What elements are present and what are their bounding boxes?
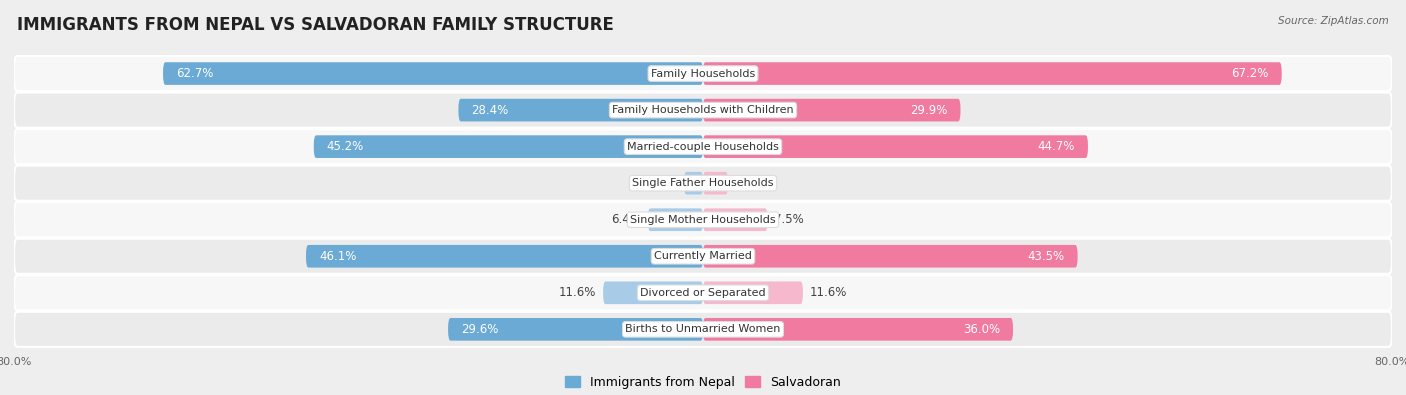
FancyBboxPatch shape: [603, 282, 703, 304]
FancyBboxPatch shape: [703, 318, 1012, 340]
FancyBboxPatch shape: [314, 135, 703, 158]
FancyBboxPatch shape: [648, 209, 703, 231]
FancyBboxPatch shape: [685, 172, 703, 194]
Text: 44.7%: 44.7%: [1038, 140, 1076, 153]
Legend: Immigrants from Nepal, Salvadoran: Immigrants from Nepal, Salvadoran: [560, 371, 846, 394]
Text: Family Households with Children: Family Households with Children: [612, 105, 794, 115]
FancyBboxPatch shape: [703, 245, 1077, 267]
FancyBboxPatch shape: [307, 245, 703, 267]
Text: 46.1%: 46.1%: [319, 250, 356, 263]
FancyBboxPatch shape: [14, 166, 1392, 201]
Text: Family Households: Family Households: [651, 69, 755, 79]
Text: IMMIGRANTS FROM NEPAL VS SALVADORAN FAMILY STRUCTURE: IMMIGRANTS FROM NEPAL VS SALVADORAN FAMI…: [17, 16, 614, 34]
Text: 29.6%: 29.6%: [461, 323, 498, 336]
Text: Single Mother Households: Single Mother Households: [630, 215, 776, 225]
FancyBboxPatch shape: [14, 202, 1392, 237]
Text: 11.6%: 11.6%: [558, 286, 596, 299]
Text: 2.9%: 2.9%: [735, 177, 765, 190]
Text: Married-couple Households: Married-couple Households: [627, 142, 779, 152]
Text: 2.2%: 2.2%: [647, 177, 678, 190]
Text: 36.0%: 36.0%: [963, 323, 1000, 336]
FancyBboxPatch shape: [14, 275, 1392, 310]
Text: 62.7%: 62.7%: [176, 67, 214, 80]
Text: Births to Unmarried Women: Births to Unmarried Women: [626, 324, 780, 334]
FancyBboxPatch shape: [14, 56, 1392, 91]
Text: 7.5%: 7.5%: [775, 213, 804, 226]
Text: Single Father Households: Single Father Households: [633, 178, 773, 188]
Text: Currently Married: Currently Married: [654, 251, 752, 261]
Text: 43.5%: 43.5%: [1028, 250, 1064, 263]
FancyBboxPatch shape: [14, 312, 1392, 347]
Text: 29.9%: 29.9%: [910, 103, 948, 117]
FancyBboxPatch shape: [703, 172, 728, 194]
Text: 28.4%: 28.4%: [471, 103, 509, 117]
FancyBboxPatch shape: [163, 62, 703, 85]
Text: 45.2%: 45.2%: [326, 140, 364, 153]
FancyBboxPatch shape: [703, 62, 1282, 85]
FancyBboxPatch shape: [449, 318, 703, 340]
FancyBboxPatch shape: [14, 129, 1392, 164]
Text: 11.6%: 11.6%: [810, 286, 848, 299]
Text: 67.2%: 67.2%: [1232, 67, 1268, 80]
Text: Divorced or Separated: Divorced or Separated: [640, 288, 766, 298]
Text: Source: ZipAtlas.com: Source: ZipAtlas.com: [1278, 16, 1389, 26]
FancyBboxPatch shape: [703, 99, 960, 121]
FancyBboxPatch shape: [14, 239, 1392, 274]
FancyBboxPatch shape: [703, 209, 768, 231]
FancyBboxPatch shape: [458, 99, 703, 121]
Text: 6.4%: 6.4%: [612, 213, 641, 226]
FancyBboxPatch shape: [14, 92, 1392, 128]
FancyBboxPatch shape: [703, 282, 803, 304]
FancyBboxPatch shape: [703, 135, 1088, 158]
